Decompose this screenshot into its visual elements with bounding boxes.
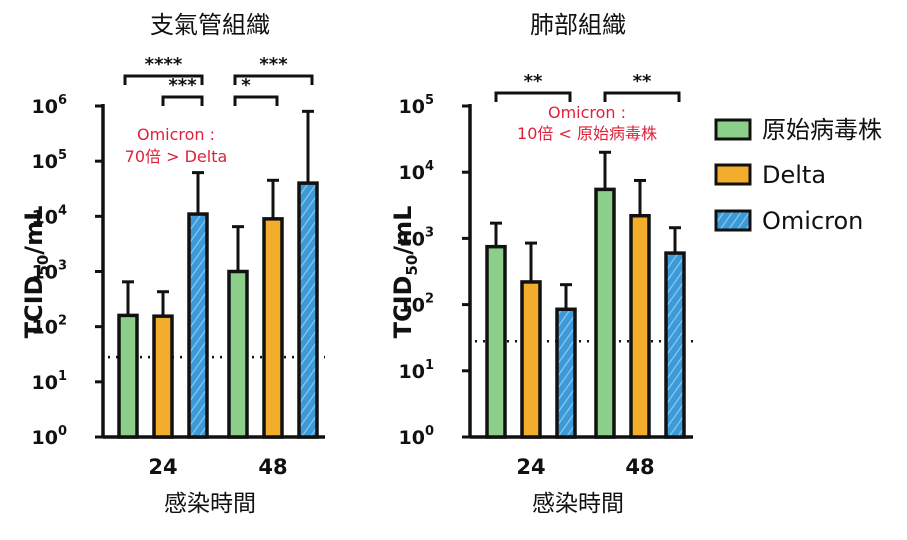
y-axis-title-unit: /mL: [20, 206, 48, 255]
y-tick-exponent: 0: [425, 424, 434, 439]
y-tick-label: 101: [32, 369, 68, 394]
panel-1-annotation-line-2: 70倍 > Delta: [125, 147, 228, 166]
bar-Delta-24: [520, 280, 542, 439]
bar-Delta-24: [152, 314, 174, 439]
x-tick-label: 24: [516, 455, 545, 479]
y-axis-title-sub: 50: [34, 255, 52, 276]
bar-Omicron-48: [297, 181, 319, 439]
y-axis-title-main: TCID: [389, 276, 417, 339]
panel-1-x-axis-title: 感染時間: [164, 491, 256, 517]
y-tick-exponent: 5: [58, 148, 67, 163]
legend-label-omicron: Omicron: [762, 207, 863, 235]
panel-2-annotation-line-2: 10倍 < 原始病毒株: [517, 124, 657, 143]
x-tick-label: 24: [148, 455, 177, 479]
y-tick-exponent: 6: [58, 93, 67, 108]
y-tick-exponent: 0: [58, 424, 67, 439]
bar-Omicron-24: [187, 212, 209, 439]
y-tick-base: 10: [32, 96, 58, 118]
y-tick-exponent: 5: [425, 93, 434, 108]
y-axis-title-sub: 50: [403, 255, 421, 276]
significance-bracket: [123, 74, 204, 85]
x-tick-label: 48: [625, 455, 654, 479]
y-tick-base: 10: [32, 427, 58, 449]
significance-bracket: [603, 91, 681, 102]
y-tick-base: 10: [32, 317, 58, 339]
y-tick-label: 100: [32, 424, 68, 449]
x-tick-label: 48: [258, 455, 287, 479]
legend: 原始病毒株 Delta Omicron: [714, 116, 882, 235]
y-tick-exponent: 4: [425, 159, 434, 174]
significance-bracket: [233, 74, 314, 85]
bar-原始病毒株-24: [485, 244, 507, 439]
significance-bracket: [233, 95, 279, 106]
y-tick-exponent: 2: [425, 292, 434, 307]
significance-label: ***: [259, 54, 288, 75]
panel-2-x-axis-title: 感染時間: [532, 491, 624, 517]
significance-label: **: [633, 71, 652, 92]
y-tick-label: 103: [32, 259, 68, 284]
legend-swatch-delta: [714, 163, 752, 186]
y-tick-exponent: 3: [425, 225, 434, 240]
significance-label: **: [524, 71, 543, 92]
y-tick-base: 10: [399, 295, 425, 317]
y-tick-base: 10: [399, 96, 425, 118]
y-tick-base: 10: [32, 151, 58, 173]
y-tick-base: 10: [399, 361, 425, 383]
bar-Delta-48: [262, 217, 284, 439]
bar-Omicron-48: [664, 251, 686, 439]
y-tick-exponent: 2: [58, 314, 67, 329]
panel-1-y-axis-title: TCID50/mL: [20, 206, 52, 339]
panel-2-annotation-line-1: Omicron :: [548, 103, 626, 122]
bar-Delta-48: [629, 213, 651, 439]
y-tick-label: 105: [32, 148, 68, 173]
significance-label: ***: [168, 75, 197, 96]
y-axis-title-unit: /mL: [389, 206, 417, 255]
panel-2-title: 肺部組織: [530, 11, 626, 39]
y-axis-title-main: TCID: [20, 276, 48, 339]
bar-原始病毒株-48: [594, 187, 616, 439]
y-tick-label: 102: [32, 314, 68, 339]
panel-1-annotation-line-1: Omicron :: [137, 125, 215, 144]
bar-原始病毒株-24: [117, 313, 139, 439]
significance-label: ****: [145, 54, 183, 75]
y-tick-label: 102: [399, 292, 435, 317]
y-tick-label: 105: [399, 93, 435, 118]
y-tick-base: 10: [32, 206, 58, 228]
y-tick-exponent: 3: [58, 259, 67, 274]
y-tick-label: 101: [399, 358, 435, 383]
legend-label-delta: Delta: [762, 161, 826, 189]
significance-bracket: [494, 91, 572, 102]
y-tick-base: 10: [399, 162, 425, 184]
significance-label: *: [241, 75, 251, 96]
y-tick-exponent: 4: [58, 203, 67, 218]
y-tick-exponent: 1: [425, 358, 434, 373]
y-tick-label: 104: [399, 159, 435, 184]
y-tick-label: 100: [399, 424, 435, 449]
y-tick-exponent: 1: [58, 369, 67, 384]
legend-swatch-omicron: [714, 209, 752, 232]
bar-Omicron-24: [555, 307, 577, 439]
y-tick-label: 106: [32, 93, 68, 118]
significance-bracket: [161, 95, 204, 106]
panel-2-y-axis-title: TCID50/mL: [389, 206, 421, 339]
y-tick-label: 103: [399, 225, 435, 250]
y-tick-base: 10: [399, 427, 425, 449]
panel-1-title: 支氣管組織: [150, 11, 270, 39]
y-tick-base: 10: [399, 228, 425, 250]
y-tick-base: 10: [32, 262, 58, 284]
legend-swatch-original: [714, 118, 752, 141]
y-tick-label: 104: [32, 203, 68, 228]
bar-原始病毒株-48: [227, 269, 249, 439]
y-tick-base: 10: [32, 372, 58, 394]
legend-label-original: 原始病毒株: [762, 116, 882, 144]
